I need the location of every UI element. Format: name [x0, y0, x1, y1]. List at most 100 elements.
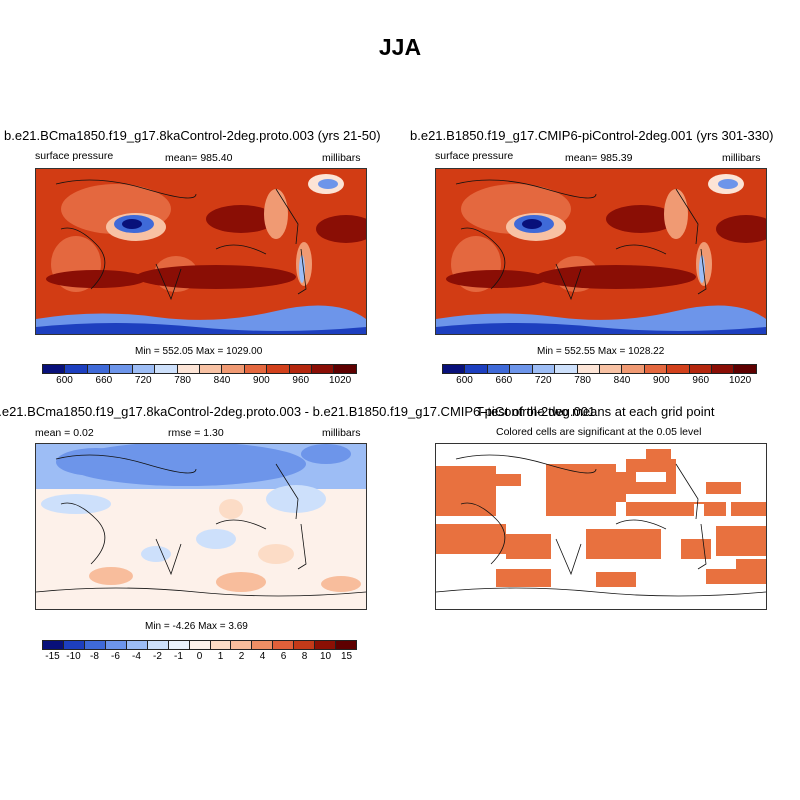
panel2-title: b.e21.B1850.f19_g17.CMIP6-piControl-2deg…: [410, 128, 774, 143]
panel3-colorbar-swatch: [126, 641, 148, 649]
panel1-colorbar-swatch: [110, 365, 133, 373]
panel3-colorbar-tick-label: 15: [340, 651, 353, 662]
panel3-colorbar-swatch: [273, 641, 295, 649]
panel1-colorbar-swatch: [289, 365, 313, 373]
panel2-colorbar-tick-label: 1020: [729, 375, 752, 386]
panel1-colorbar-swatch: [177, 365, 200, 373]
panel1-colorbar-swatches: [42, 364, 357, 374]
panel3-colorbar-tick-label: -2: [153, 651, 162, 662]
panel3-colorbar-tick-label: -10: [66, 651, 81, 662]
panel3-colorbar-swatch: [336, 641, 357, 649]
panel1-colorbar-tick-label: 900: [253, 375, 270, 386]
panel2-colorbar-swatches: [442, 364, 757, 374]
panel1-colorbar-swatch: [199, 365, 223, 373]
panel2-colorbar-ticks: 600 660 720 780 840 900 960 1020: [442, 374, 757, 388]
panel3-colorbar-swatch: [252, 641, 274, 649]
panel1-mean-label: mean= 985.40: [165, 152, 233, 164]
panel2-colorbar-swatch: [510, 365, 533, 373]
panel3-minmax: Min = -4.26 Max = 3.69: [145, 621, 248, 632]
panel2-colorbar-tick-label: 780: [574, 375, 591, 386]
panel2-units-label: millibars: [722, 152, 761, 164]
panel2-map: [435, 168, 767, 335]
panel3-colorbar-swatch: [147, 641, 169, 649]
panel3-colorbar-tick-label: -1: [174, 651, 183, 662]
panel1-colorbar-tick-label: 660: [95, 375, 113, 386]
panel3-colorbar-tick-label: 4: [259, 651, 266, 662]
panel1-colorbar-swatch: [65, 365, 88, 373]
panel1-colorbar: 600 660 720 780 840 900 960 1020: [42, 364, 357, 388]
panel3-colorbar-tick-label: -15: [45, 651, 60, 662]
panel3-colorbar-swatch: [315, 641, 337, 649]
panel2-colorbar-tick-label: 960: [692, 375, 710, 386]
panel3-colorbar-swatch: [63, 641, 85, 649]
panel1-colorbar-swatch: [132, 365, 156, 373]
panel2-colorbar-swatch: [487, 365, 511, 373]
panel2-colorbar-swatch: [555, 365, 578, 373]
panel3-colorbar-swatch: [189, 641, 211, 649]
panel3-colorbar-tick-label: 6: [280, 651, 287, 662]
panel2-colorbar-swatch: [577, 365, 600, 373]
panel1-colorbar-swatch: [87, 365, 111, 373]
panel2-colorbar-swatch: [644, 365, 668, 373]
panel3-colorbar-tick-label: -6: [111, 651, 120, 662]
panel1-units-label: millibars: [322, 152, 361, 164]
panel2-colorbar-swatch: [734, 365, 756, 373]
panel1-colorbar-swatch: [155, 365, 178, 373]
panel1-title: b.e21.BCma1850.f19_g17.8kaControl-2deg.p…: [4, 128, 381, 143]
panel3-colorbar: -15 -10 -8 -6 -4 -2 -1 0 1 2 4 6 8 10 15: [42, 640, 357, 664]
panel1-colorbar-swatch: [312, 365, 335, 373]
panel2-variable-label: surface pressure: [435, 150, 514, 162]
panel2-colorbar: 600 660 720 780 840 900 960 1020: [442, 364, 757, 388]
panel3-colorbar-swatch: [294, 641, 316, 649]
panel1-colorbar-swatch: [222, 365, 245, 373]
panel1-colorbar-tick-label: 780: [174, 375, 191, 386]
panel2-colorbar-swatch: [689, 365, 713, 373]
panel2-colorbar-swatch: [712, 365, 735, 373]
panel1-minmax: Min = 552.05 Max = 1029.00: [135, 346, 263, 357]
panel2-colorbar-tick-label: 840: [613, 375, 631, 386]
panel2-mean-label: mean= 985.39: [565, 152, 633, 164]
panel2-colorbar-swatch: [667, 365, 690, 373]
panel3-colorbar-ticks: -15 -10 -8 -6 -4 -2 -1 0 1 2 4 6 8 10 15: [42, 650, 357, 664]
panel3-colorbar-swatch: [43, 641, 64, 649]
panel1-variable-label: surface pressure: [35, 150, 114, 162]
panel3-units-label: millibars: [322, 427, 361, 439]
panel1-colorbar-swatch: [43, 365, 66, 373]
panel4-subtitle: Colored cells are significant at the 0.0…: [496, 426, 702, 438]
panel3-map: [35, 443, 367, 610]
panel1-colorbar-tick-label: 1020: [329, 375, 352, 386]
panel2-minmax: Min = 552.55 Max = 1028.22: [537, 346, 665, 357]
panel3-colorbar-tick-label: 1: [217, 651, 224, 662]
panel2-colorbar-tick-label: 720: [534, 375, 552, 386]
panel3-colorbar-swatch: [231, 641, 253, 649]
panel1-colorbar-swatch: [334, 365, 356, 373]
panel3-colorbar-tick-label: 0: [196, 651, 203, 662]
panel3-colorbar-tick-label: -4: [132, 651, 141, 662]
panel1-map: [35, 168, 367, 335]
main-title: JJA: [378, 34, 422, 60]
panel3-colorbar-swatches: [42, 640, 357, 650]
panel2-colorbar-swatch: [443, 365, 466, 373]
panel3-title: b.e21.BCma1850.f19_g17.8kaControl-2deg.p…: [0, 404, 596, 419]
panel4-map: [435, 443, 767, 610]
panel3-colorbar-swatch: [168, 641, 190, 649]
panel1-colorbar-tick-label: 960: [292, 375, 310, 386]
panel3-colorbar-tick-label: 8: [301, 651, 308, 662]
panel2-colorbar-swatch: [465, 365, 488, 373]
panel2-colorbar-swatch: [622, 365, 645, 373]
panel3-rmse-label: rmse = 1.30: [168, 427, 224, 439]
panel3-colorbar-swatch: [210, 641, 232, 649]
panel3-colorbar-tick-label: 10: [319, 651, 332, 662]
panel2-colorbar-tick-label: 660: [495, 375, 513, 386]
panel1-colorbar-tick-label: 840: [213, 375, 231, 386]
panel1-colorbar-tick-label: 600: [56, 375, 73, 386]
panel3-mean-label: mean = 0.02: [35, 427, 94, 439]
panel2-colorbar-tick-label: 900: [653, 375, 670, 386]
panel3-colorbar-tick-label: -8: [90, 651, 99, 662]
panel3-colorbar-swatch: [105, 641, 127, 649]
panel2-colorbar-tick-label: 600: [456, 375, 473, 386]
panel1-colorbar-ticks: 600 660 720 780 840 900 960 1020: [42, 374, 357, 388]
panel1-colorbar-tick-label: 720: [134, 375, 152, 386]
panel1-colorbar-swatch: [267, 365, 290, 373]
panel1-colorbar-swatch: [244, 365, 268, 373]
